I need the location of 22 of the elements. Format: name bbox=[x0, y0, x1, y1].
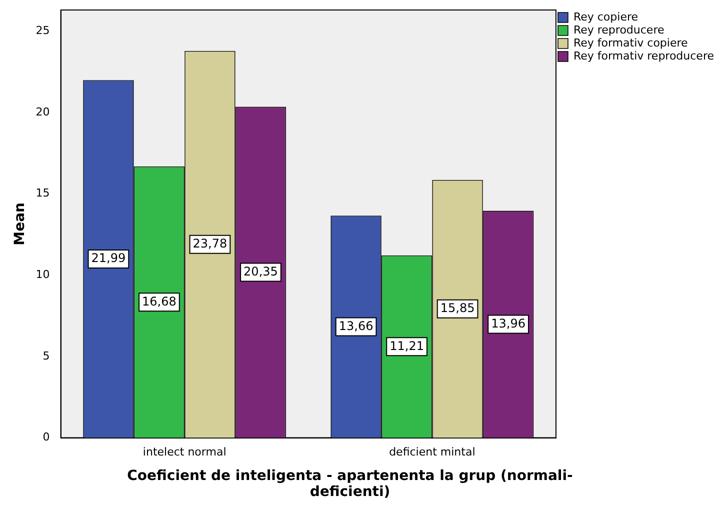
x-tick-label: intelect normal bbox=[142, 445, 226, 458]
y-tick-label: 10 bbox=[36, 268, 50, 281]
legend-label: Rey reproducere bbox=[573, 23, 664, 36]
data-label: 21,99 bbox=[91, 251, 126, 266]
legend-label: Rey formativ reproducere bbox=[573, 49, 714, 62]
data-label: 13,66 bbox=[338, 318, 374, 333]
data-label: 15,85 bbox=[440, 301, 475, 316]
data-label: 23,78 bbox=[192, 236, 228, 251]
data-label: 13,96 bbox=[491, 316, 526, 330]
data-label: 16,68 bbox=[142, 294, 176, 308]
y-tick-label: 15 bbox=[36, 186, 50, 200]
y-tick-label: 0 bbox=[42, 430, 50, 444]
y-tick-label: 5 bbox=[42, 349, 50, 362]
y-tick-label: 25 bbox=[36, 24, 50, 38]
y-axis-title: Mean bbox=[12, 202, 28, 246]
legend-label: Rey copiere bbox=[573, 10, 638, 24]
data-label: 11,21 bbox=[390, 338, 424, 353]
x-axis-title: Coeficient de inteligenta - apartenenta la grup (normali-deficienti) bbox=[126, 468, 574, 500]
data-label: 20,35 bbox=[244, 264, 278, 278]
x-tick-label: deficient mintal bbox=[389, 445, 476, 458]
y-tick-label: 20 bbox=[36, 105, 50, 118]
legend-label: Rey formativ copiere bbox=[573, 36, 688, 50]
